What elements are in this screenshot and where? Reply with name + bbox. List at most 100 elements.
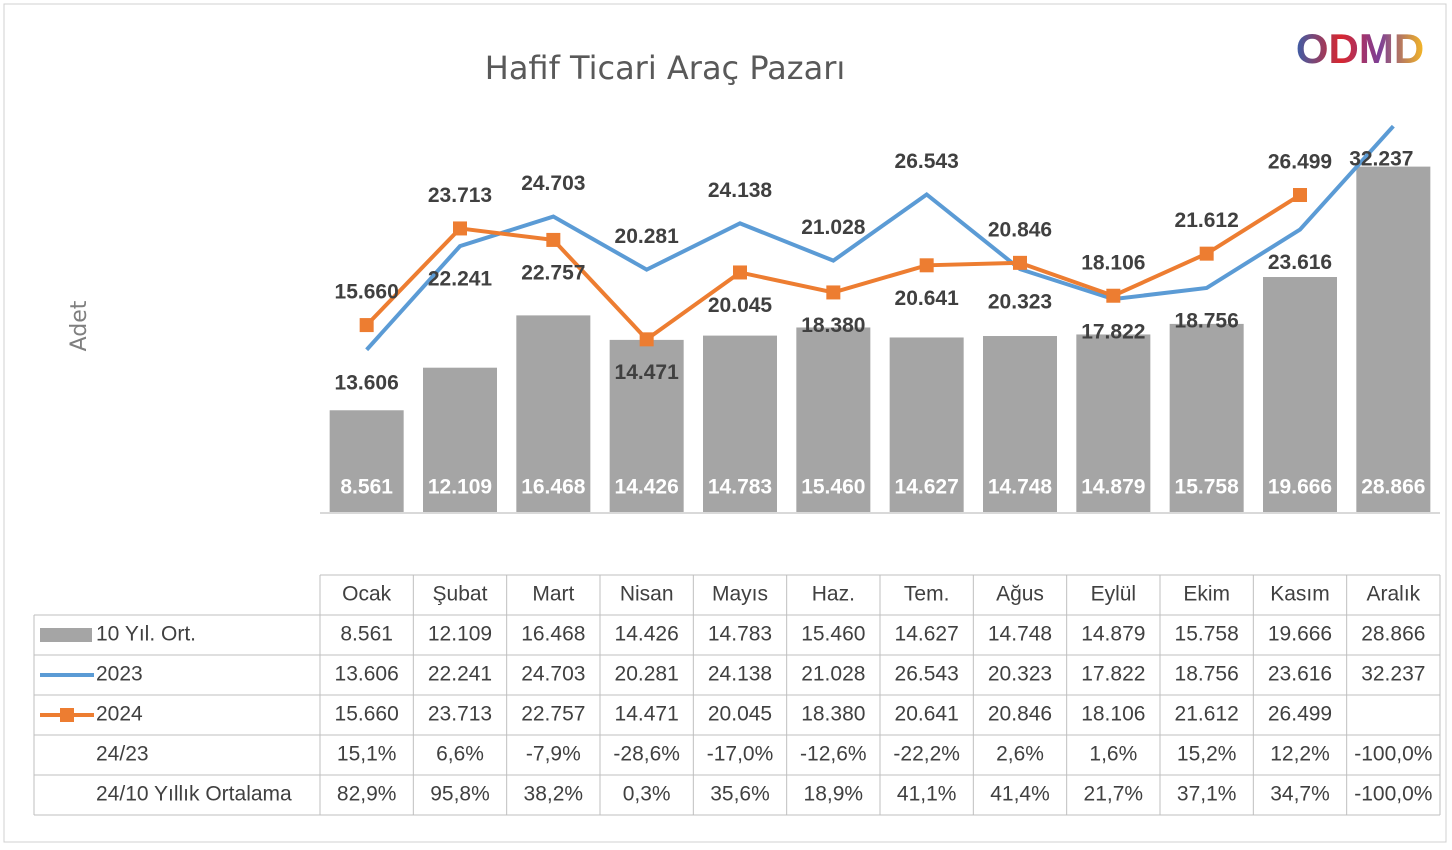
bar-value-label: 12.109 [428, 476, 492, 499]
bar-value-label: 15.460 [801, 476, 865, 499]
table-cell: 16.468 [521, 623, 585, 646]
table-cell: 21.612 [1175, 703, 1239, 726]
bar-value-label: 15.758 [1175, 476, 1240, 499]
table-cell: 8.561 [340, 623, 393, 646]
bar-value-label: 14.426 [615, 476, 679, 499]
marker [1106, 288, 1121, 303]
table-cell: 0,3% [623, 783, 671, 806]
table-cell: 26.499 [1268, 703, 1332, 726]
x-tick-label: Şubat [433, 583, 488, 606]
table-cell: 20.323 [988, 663, 1052, 686]
line-value-label: 21.028 [801, 216, 866, 239]
bar [329, 410, 404, 513]
bar [983, 336, 1057, 513]
table-cell: 24.138 [708, 663, 772, 686]
line-value-label: 20.641 [895, 287, 960, 310]
marker [1293, 188, 1307, 203]
table-cell: 15.758 [1175, 623, 1239, 646]
y-axis-label: Adet [67, 300, 92, 351]
bar [516, 315, 591, 513]
line-value-label: 32.237 [1349, 148, 1413, 171]
line-value-label: 17.822 [1081, 321, 1145, 344]
legend-marker [60, 708, 74, 722]
bar-value-label: 28.866 [1361, 476, 1425, 499]
table-cell: 18.380 [801, 703, 865, 726]
table-cell: 20.045 [708, 703, 772, 726]
table-cell: 19.666 [1268, 623, 1332, 646]
line-value-label: 20.281 [615, 225, 680, 248]
table-cell: 14.627 [895, 623, 959, 646]
table-cell: 32.237 [1361, 663, 1425, 686]
marker [1199, 246, 1214, 261]
bar-value-label: 14.748 [988, 476, 1053, 499]
line-value-label: 23.616 [1268, 251, 1332, 274]
marker [359, 318, 374, 333]
line-value-label: 20.323 [988, 291, 1052, 314]
bar [1356, 166, 1431, 513]
legend-label: 2024 [96, 703, 143, 726]
table-cell: 82,9% [337, 783, 397, 806]
table-cell: 2,6% [996, 743, 1044, 766]
x-tick-label: Aralık [1366, 583, 1420, 606]
x-tick-label: Eylül [1091, 583, 1137, 606]
table-cell: 15.660 [335, 703, 399, 726]
table-cell: 14.783 [708, 623, 772, 646]
legend-label: 10 Yıl. Ort. [96, 623, 196, 646]
frame [3, 3, 1447, 843]
x-tick-label: Ekim [1183, 583, 1230, 606]
legend-swatch [40, 628, 92, 642]
marker [453, 221, 467, 236]
table-cell: -7,9% [526, 743, 581, 766]
table-cell: 26.543 [895, 663, 959, 686]
table-cell: -100,0% [1354, 783, 1432, 806]
table-cell: 6,6% [436, 743, 484, 766]
line-value-label: 13.606 [335, 371, 399, 394]
x-tick-label: Haz. [812, 583, 855, 606]
table-cell: 14.879 [1081, 623, 1145, 646]
line-value-label: 24.703 [521, 172, 585, 195]
table-cell: 18,9% [804, 783, 864, 806]
table-cell: -22,2% [893, 743, 960, 766]
line-value-label: 23.713 [428, 184, 492, 207]
table-cell: 1,6% [1089, 743, 1137, 766]
row-label: 24/23 [96, 743, 149, 766]
table-cell: 12.109 [428, 623, 492, 646]
table-cell: 23.713 [428, 703, 492, 726]
table-cell: 28.866 [1361, 623, 1425, 646]
bar-value-label: 14.627 [895, 476, 959, 499]
marker [733, 265, 747, 280]
line-value-label: 26.543 [895, 150, 959, 173]
line-value-label: 18.380 [801, 314, 865, 337]
table-cell: 18.756 [1175, 663, 1239, 686]
marker [546, 232, 561, 247]
marker [639, 332, 654, 347]
table-cell: -100,0% [1354, 743, 1432, 766]
table-cell: 22.241 [428, 663, 492, 686]
table-cell: 23.616 [1268, 663, 1332, 686]
line-value-label: 22.241 [428, 268, 493, 291]
bar [889, 337, 964, 513]
line-value-label: 18.756 [1175, 309, 1239, 332]
table-cell: 37,1% [1177, 783, 1237, 806]
marker [919, 258, 934, 273]
table-cell: 14.748 [988, 623, 1052, 646]
x-tick-label: Nisan [620, 583, 674, 606]
table-cell: 12,2% [1270, 743, 1330, 766]
table-cell: 14.426 [615, 623, 679, 646]
table-cell: 24.703 [521, 663, 585, 686]
bar [1076, 334, 1151, 513]
x-tick-label: Mart [532, 583, 574, 606]
table-cell: 15,1% [337, 743, 397, 766]
table-cell: 20.846 [988, 703, 1052, 726]
line [365, 124, 1395, 352]
bar [703, 335, 777, 513]
marker [826, 285, 841, 300]
bar [1169, 323, 1244, 513]
table-cell: 22.757 [521, 703, 585, 726]
bar-value-label: 16.468 [521, 476, 586, 499]
bar [609, 339, 684, 513]
table-cell: 21,7% [1084, 783, 1144, 806]
table-cell: 21.028 [801, 663, 865, 686]
line-value-label: 22.757 [521, 261, 585, 284]
